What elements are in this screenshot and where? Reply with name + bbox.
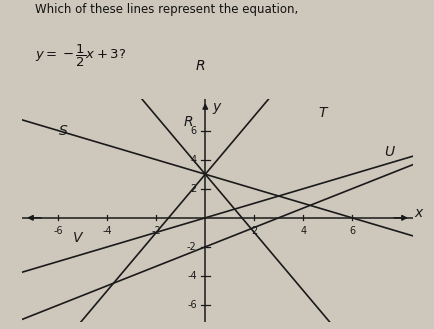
- Text: -2: -2: [187, 242, 196, 252]
- Text: 6: 6: [348, 226, 354, 236]
- Text: U: U: [383, 145, 393, 160]
- Text: y: y: [212, 100, 220, 114]
- Text: S: S: [59, 124, 68, 138]
- Text: -4: -4: [187, 271, 196, 281]
- Text: 6: 6: [190, 126, 196, 136]
- Text: x: x: [414, 206, 422, 220]
- Text: -4: -4: [102, 226, 112, 236]
- Text: -6: -6: [53, 226, 63, 236]
- Text: $y = -\dfrac{1}{2}x + 3?$: $y = -\dfrac{1}{2}x + 3?$: [35, 43, 126, 69]
- Text: R: R: [183, 115, 193, 129]
- Text: 4: 4: [190, 155, 196, 165]
- Text: 2: 2: [190, 184, 196, 194]
- Text: Which of these lines represent the equation,: Which of these lines represent the equat…: [35, 3, 297, 16]
- Text: 4: 4: [299, 226, 306, 236]
- Text: 2: 2: [250, 226, 257, 236]
- Text: T: T: [318, 106, 326, 120]
- Text: V: V: [73, 231, 82, 245]
- Text: -6: -6: [187, 300, 196, 310]
- Text: R: R: [195, 59, 205, 73]
- Text: -2: -2: [151, 226, 161, 236]
